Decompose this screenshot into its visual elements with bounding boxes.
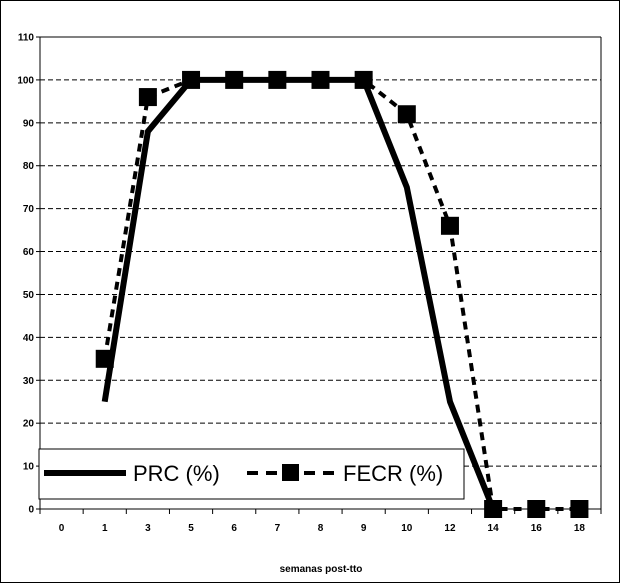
y-tick-label: 70 [23,204,35,215]
data-point-fecr [268,70,287,89]
data-point-fecr [182,70,201,89]
x-tick-label: 5 [188,523,194,534]
data-point-fecr [484,500,503,518]
x-tick-label: 18 [574,523,586,534]
y-tick-label: 40 [23,333,35,344]
x-tick-label: 12 [444,523,456,534]
gridlines [40,79,601,467]
x-tick-label: 1 [102,523,108,534]
y-tick-label: 80 [23,161,35,172]
x-tick-label: 6 [231,523,237,534]
x-tick-label: 0 [59,523,65,534]
y-tick-label: 10 [23,462,35,473]
x-axis-title: semanas post-tto [280,564,363,575]
data-point-fecr [397,105,416,124]
x-tick-labels: 0 1 3 5 6 7 8 9 10 12 14 16 18 [39,509,602,534]
x-tick-label: 14 [488,523,500,534]
y-tick-label: 60 [23,247,35,258]
y-tick-label: 90 [23,118,35,129]
data-point-fecr [225,70,244,89]
data-point-fecr [440,216,459,235]
x-tick-label: 10 [401,523,413,534]
y-tick-label: 110 [18,33,35,44]
legend: PRC (%) FECR (%) [38,448,465,500]
y-tick-label: 30 [23,376,35,387]
data-point-fecr [354,70,373,89]
legend-marker-fecr [282,464,299,481]
x-tick-label: 8 [318,523,324,534]
data-point-fecr [138,88,157,107]
data-point-fecr [311,70,330,89]
y-tick-labels: 0 10 20 30 40 50 60 70 80 90 100 110 [17,33,40,516]
x-tick-label: 7 [275,523,281,534]
y-tick-label: 0 [28,505,34,516]
x-tick-label: 16 [531,523,543,534]
y-tick-label: 20 [23,419,35,430]
y-tick-label: 50 [23,290,35,301]
x-tick-label: 9 [361,523,367,534]
x-tick-label: 3 [145,523,151,534]
series [95,70,589,518]
data-point-fecr [527,500,546,518]
data-point-fecr [95,349,114,368]
series-line-prc [101,76,496,511]
legend-label-prc: PRC (%) [133,461,220,486]
data-point-fecr [570,500,589,518]
legend-label-fecr: FECR (%) [343,461,443,486]
y-tick-label: 100 [17,75,34,86]
